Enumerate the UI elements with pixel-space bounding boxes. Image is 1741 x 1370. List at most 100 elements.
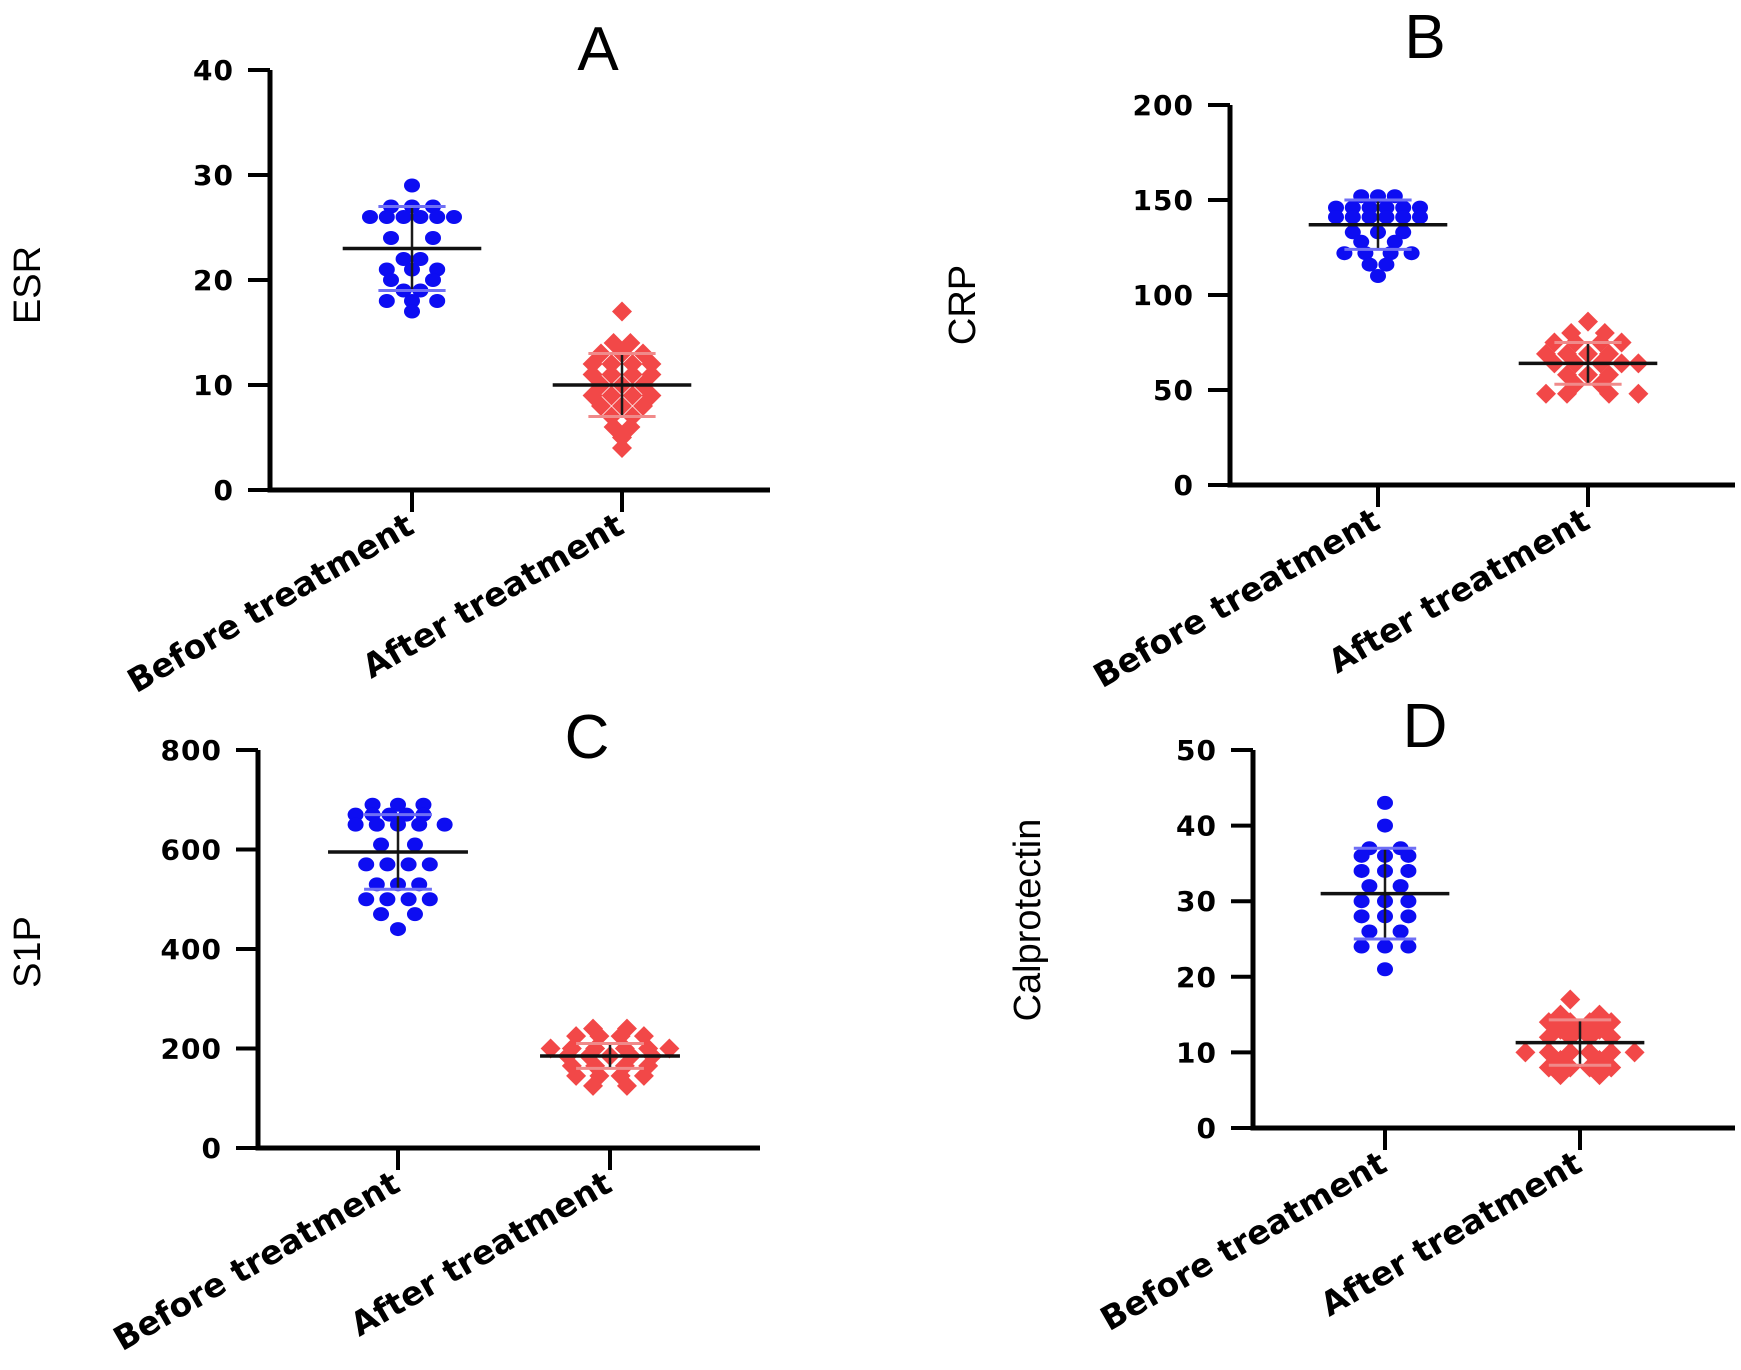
data-point bbox=[1395, 210, 1412, 225]
data-point bbox=[1377, 939, 1393, 954]
y-tick-label: 600 bbox=[161, 834, 222, 867]
data-point bbox=[1377, 818, 1393, 833]
data-point bbox=[566, 1065, 587, 1086]
data-point bbox=[379, 892, 396, 907]
data-point bbox=[1400, 848, 1417, 863]
panel-letter: A bbox=[577, 15, 619, 84]
data-point bbox=[368, 817, 385, 832]
data-point bbox=[1601, 1012, 1622, 1033]
y-axis-label: ESR bbox=[7, 246, 49, 324]
data-point bbox=[421, 857, 438, 872]
data-point bbox=[425, 231, 441, 245]
panel-letter: C bbox=[565, 703, 610, 772]
data-point bbox=[395, 210, 412, 224]
data-point bbox=[347, 807, 364, 822]
y-tick-label: 30 bbox=[193, 159, 234, 192]
y-tick-label: 30 bbox=[1176, 885, 1217, 918]
data-point bbox=[364, 797, 381, 812]
data-point bbox=[1353, 848, 1370, 863]
data-point bbox=[429, 210, 446, 224]
y-tick-label: 0 bbox=[1174, 469, 1194, 502]
series-before bbox=[1308, 189, 1448, 283]
y-tick-label: 150 bbox=[1133, 184, 1194, 217]
data-point bbox=[400, 892, 417, 907]
data-point bbox=[1400, 894, 1417, 909]
data-point bbox=[1536, 383, 1556, 404]
data-point bbox=[421, 892, 438, 907]
y-axis-label: CRP bbox=[942, 265, 984, 345]
series-after bbox=[552, 301, 692, 458]
data-point bbox=[622, 385, 643, 406]
data-point bbox=[1560, 1012, 1581, 1033]
y-axis-label: Calprotectin bbox=[1007, 819, 1049, 1022]
data-point bbox=[1344, 210, 1361, 225]
data-point bbox=[612, 438, 632, 458]
data-point bbox=[429, 262, 446, 277]
data-point bbox=[1392, 879, 1409, 894]
y-tick-label: 50 bbox=[1176, 734, 1217, 767]
data-point bbox=[358, 857, 375, 872]
data-point bbox=[583, 1075, 604, 1096]
data-point bbox=[404, 178, 420, 193]
y-tick-label: 100 bbox=[1133, 279, 1194, 312]
data-point bbox=[362, 210, 378, 224]
data-point bbox=[379, 857, 396, 872]
data-point bbox=[622, 354, 643, 374]
data-point bbox=[1378, 210, 1395, 225]
data-point bbox=[400, 857, 417, 872]
data-point bbox=[395, 252, 412, 266]
y-tick-label: 10 bbox=[193, 369, 234, 402]
data-point bbox=[1361, 210, 1378, 225]
series-after bbox=[540, 1018, 680, 1096]
data-point bbox=[406, 907, 423, 922]
data-point bbox=[1353, 234, 1370, 249]
data-point bbox=[358, 892, 375, 907]
data-point bbox=[1395, 225, 1412, 240]
data-point bbox=[390, 797, 406, 812]
y-tick-label: 0 bbox=[202, 1132, 222, 1165]
data-point bbox=[1624, 1042, 1645, 1063]
y-tick-label: 200 bbox=[1133, 89, 1194, 122]
series-before bbox=[1320, 795, 1450, 977]
data-point bbox=[415, 797, 432, 812]
series-before bbox=[328, 797, 468, 937]
series-after bbox=[1515, 989, 1645, 1086]
data-point bbox=[1328, 210, 1344, 225]
data-point bbox=[1377, 962, 1393, 977]
y-tick-label: 200 bbox=[161, 1033, 222, 1066]
y-tick-label: 40 bbox=[193, 54, 234, 87]
data-point bbox=[1400, 863, 1417, 878]
data-point bbox=[1579, 1012, 1600, 1033]
y-tick-label: 800 bbox=[161, 734, 222, 767]
data-point bbox=[1361, 924, 1378, 939]
data-point bbox=[436, 817, 453, 832]
data-point bbox=[1400, 909, 1417, 924]
series-before bbox=[342, 178, 482, 319]
data-point bbox=[446, 210, 462, 224]
data-point bbox=[1353, 939, 1370, 954]
data-point bbox=[1550, 1065, 1571, 1086]
data-point bbox=[1344, 225, 1361, 240]
data-point bbox=[616, 1075, 637, 1096]
data-point bbox=[1412, 210, 1428, 225]
data-point bbox=[378, 210, 395, 224]
y-tick-label: 0 bbox=[1197, 1112, 1217, 1145]
data-point bbox=[1353, 909, 1370, 924]
data-point bbox=[1560, 989, 1581, 1010]
data-point bbox=[406, 837, 423, 852]
data-point bbox=[373, 837, 390, 852]
data-point bbox=[429, 294, 446, 308]
data-point bbox=[591, 396, 611, 416]
data-point bbox=[1386, 234, 1403, 249]
y-axis-label: S1P bbox=[7, 916, 49, 988]
data-point bbox=[347, 817, 364, 832]
data-point bbox=[1515, 1042, 1536, 1063]
data-point bbox=[404, 304, 420, 319]
data-point bbox=[612, 301, 632, 322]
data-point bbox=[425, 273, 441, 287]
data-point bbox=[1538, 1012, 1559, 1033]
data-point bbox=[383, 231, 399, 245]
data-point bbox=[633, 396, 653, 416]
